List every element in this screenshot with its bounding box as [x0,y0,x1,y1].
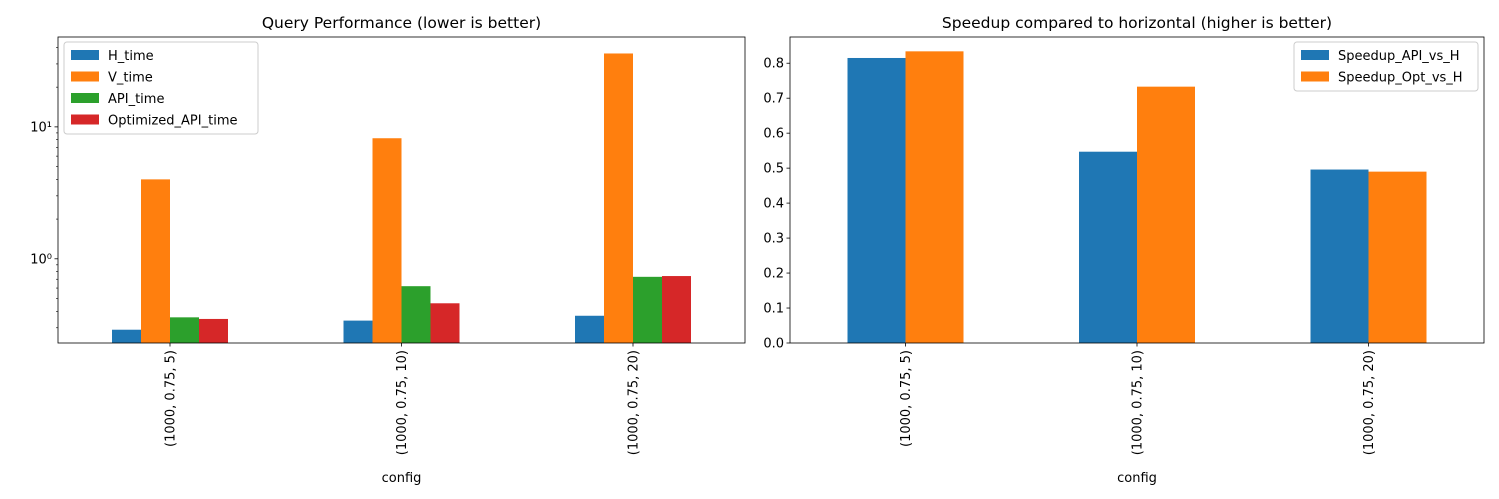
y-tick-label: 0.1 [763,302,784,317]
x-tick-label: (1000, 0.75, 10) [1131,350,1146,455]
x-tick-label: (1000, 0.75, 10) [395,350,410,455]
legend-swatch [1301,50,1329,60]
x-tick-label: (1000, 0.75, 20) [627,350,642,455]
y-tick-label: 0.0 [763,337,784,352]
bar-speedup-api-vs-h-2 [1079,151,1137,343]
legend-label: V_time [108,71,153,86]
bar-speedup-opt-vs-h-2 [1137,86,1195,344]
bar-optimized-api-time-3 [662,276,691,343]
y-tick-label: 0.7 [763,92,784,107]
y-tick-label: 0.6 [763,127,784,142]
x-tick-label: (1000, 0.75, 5) [899,350,914,447]
bar-h-time-1 [112,329,141,343]
legend-swatch [71,114,99,125]
y-tick-label: 0.8 [763,57,784,72]
bar-api-time-3 [633,276,662,343]
legend-label: H_time [108,49,154,64]
bar-h-time-2 [343,320,373,343]
y-tick-label: 0.5 [763,162,784,177]
y-tick-label: 0.4 [763,197,784,212]
legend-box [1293,41,1479,92]
bar-v-time-2 [372,138,402,343]
y-tick-label: 10⁰ [30,252,52,267]
bar-optimized-api-time-2 [430,303,460,343]
legend-swatch [71,93,99,103]
x-axis-label: config [1117,471,1157,486]
legend-label: API_time [108,92,164,107]
chart-speedup: 0.0 0.1 0.2 0.3 0.4 0.5 0.6 0.7 0.8 (1000, 0.75, … [763,14,1485,486]
y-tick-label: 0.2 [763,267,784,282]
legend-label: Optimized_API_time [108,114,237,129]
bar-speedup-opt-vs-h-3 [1368,171,1427,343]
legend-box [63,41,259,135]
chart-title: Speedup compared to horizontal (higher i… [942,14,1332,32]
chart-query-performance: 10⁰ 10¹ (1000, 0.75, 5) (1000, 0.75, 10) (10… [30,14,746,486]
legend-swatch [71,71,99,82]
legend-label: Speedup_API_vs_H [1338,49,1460,64]
bar-api-time-1 [170,317,199,343]
y-tick-label: 10¹ [30,120,52,135]
legend-label: Speedup_Opt_vs_H [1338,71,1463,86]
bar-v-time-3 [604,53,633,343]
bar-speedup-api-vs-h-3 [1310,169,1369,343]
bar-api-time-2 [401,286,431,343]
bar-h-time-3 [575,315,604,343]
bar-v-time-1 [141,179,170,343]
legend-swatch [1301,71,1329,82]
x-tick-label: (1000, 0.75, 20) [1362,350,1377,455]
bar-optimized-api-time-1 [199,318,228,343]
bar-speedup-api-vs-h-1 [847,57,906,344]
bar-speedup-opt-vs-h-1 [905,51,964,343]
chart-title: Query Performance (lower is better) [262,14,541,32]
legend-swatch [71,50,99,60]
x-axis-label: config [382,471,422,486]
x-tick-label: (1000, 0.75, 5) [164,350,179,447]
y-tick-label: 0.3 [763,232,784,247]
